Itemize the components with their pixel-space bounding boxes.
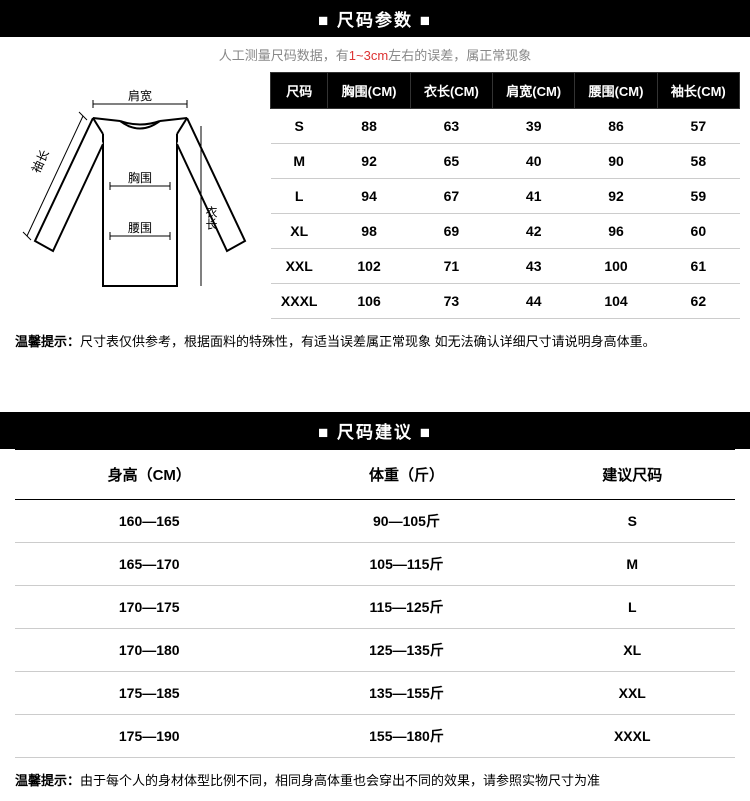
size-cell: XXL [271,249,328,284]
rec-cell: 90—105斤 [283,500,529,543]
table-row: XL9869429660 [271,214,740,249]
size-cell: 43 [493,249,575,284]
note-2-text: 由于每个人的身材体型比例不同，相同身高体重也会穿出不同的效果，请参照实物尺寸为准 [80,773,600,788]
size-cell: 65 [410,144,492,179]
table-row: 170—175115—125斤L [15,586,735,629]
shirt-diagram: 肩宽 袖长 衣长 胸围 [10,72,270,319]
size-cell: 71 [410,249,492,284]
size-cell: 92 [575,179,657,214]
size-table-header: 肩宽(CM) [493,73,575,109]
rec-cell: 175—190 [15,715,283,758]
waist-label: 腰围 [128,221,152,235]
table-row: M9265409058 [271,144,740,179]
recommendation-table: 身高（CM）体重（斤）建议尺码 160—16590—105斤S165—17010… [15,449,735,758]
top-section: 肩宽 袖长 衣长 胸围 [0,72,750,319]
rec-cell: 160—165 [15,500,283,543]
size-cell: 96 [575,214,657,249]
rec-cell: L [530,586,736,629]
note-1-label: 温馨提示： [15,334,80,349]
table-row: XXL102714310061 [271,249,740,284]
size-cell: 61 [657,249,739,284]
size-cell: 41 [493,179,575,214]
size-cell: L [271,179,328,214]
size-table-header: 胸围(CM) [328,73,410,109]
shoulder-label: 肩宽 [128,88,152,103]
subtitle-suffix: 左右的误差，属正常现象 [388,48,531,63]
size-cell: 42 [493,214,575,249]
size-cell: 98 [328,214,410,249]
size-table-header: 尺码 [271,73,328,109]
size-cell: 73 [410,284,492,319]
size-cell: 57 [657,109,739,144]
size-cell: 39 [493,109,575,144]
measurement-subtitle: 人工测量尺码数据，有1~3cm左右的误差，属正常现象 [0,37,750,72]
table-row: 175—185135—155斤XXL [15,672,735,715]
size-cell: 67 [410,179,492,214]
size-table-header: 衣长(CM) [410,73,492,109]
rec-cell: 115—125斤 [283,586,529,629]
note-1: 温馨提示：尺寸表仅供参考，根据面料的特殊性，有适当误差属正常现象 如无法确认详细… [0,319,750,362]
size-cell: 62 [657,284,739,319]
size-cell: 92 [328,144,410,179]
size-cell: 60 [657,214,739,249]
rec-cell: 170—180 [15,629,283,672]
table-row: 165—170105—115斤M [15,543,735,586]
length-label: 衣长 [204,204,218,229]
size-cell: 59 [657,179,739,214]
size-cell: 58 [657,144,739,179]
note-2: 温馨提示：由于每个人的身材体型比例不同，相同身高体重也会穿出不同的效果，请参照实… [0,758,750,801]
size-cell: XL [271,214,328,249]
subtitle-prefix: 人工测量尺码数据，有 [219,48,349,63]
size-cell: M [271,144,328,179]
rec-cell: S [530,500,736,543]
size-cell: 106 [328,284,410,319]
size-table: 尺码胸围(CM)衣长(CM)肩宽(CM)腰围(CM)袖长(CM) S886339… [270,72,740,319]
rec-table-header: 体重（斤） [283,450,529,500]
size-cell: 90 [575,144,657,179]
rec-cell: M [530,543,736,586]
size-cell: 69 [410,214,492,249]
rec-cell: 155—180斤 [283,715,529,758]
size-table-header: 袖长(CM) [657,73,739,109]
size-rec-header: ■ 尺码建议 ■ [0,412,750,449]
rec-cell: 135—155斤 [283,672,529,715]
rec-cell: 170—175 [15,586,283,629]
rec-table-header: 建议尺码 [530,450,736,500]
size-cell: 100 [575,249,657,284]
size-cell: 104 [575,284,657,319]
sleeve-label: 袖长 [28,147,52,175]
note-1-text: 尺寸表仅供参考，根据面料的特殊性，有适当误差属正常现象 如无法确认详细尺寸请说明… [80,334,656,349]
size-cell: XXXL [271,284,328,319]
table-row: 160—16590—105斤S [15,500,735,543]
rec-cell: XL [530,629,736,672]
size-cell: 88 [328,109,410,144]
size-table-header: 腰围(CM) [575,73,657,109]
size-cell: 63 [410,109,492,144]
table-row: S8863398657 [271,109,740,144]
size-cell: 94 [328,179,410,214]
table-row: XXXL106734410462 [271,284,740,319]
size-cell: 102 [328,249,410,284]
rec-cell: XXL [530,672,736,715]
table-row: 175—190155—180斤XXXL [15,715,735,758]
rec-cell: 125—135斤 [283,629,529,672]
note-2-label: 温馨提示： [15,773,80,788]
rec-cell: XXXL [530,715,736,758]
size-params-header: ■ 尺码参数 ■ [0,0,750,37]
size-cell: S [271,109,328,144]
size-cell: 44 [493,284,575,319]
rec-table-header: 身高（CM） [15,450,283,500]
subtitle-tolerance: 1~3cm [349,48,388,63]
table-row: 170—180125—135斤XL [15,629,735,672]
size-cell: 86 [575,109,657,144]
rec-cell: 165—170 [15,543,283,586]
size-cell: 40 [493,144,575,179]
rec-cell: 105—115斤 [283,543,529,586]
table-row: L9467419259 [271,179,740,214]
rec-cell: 175—185 [15,672,283,715]
chest-label: 胸围 [128,170,152,185]
